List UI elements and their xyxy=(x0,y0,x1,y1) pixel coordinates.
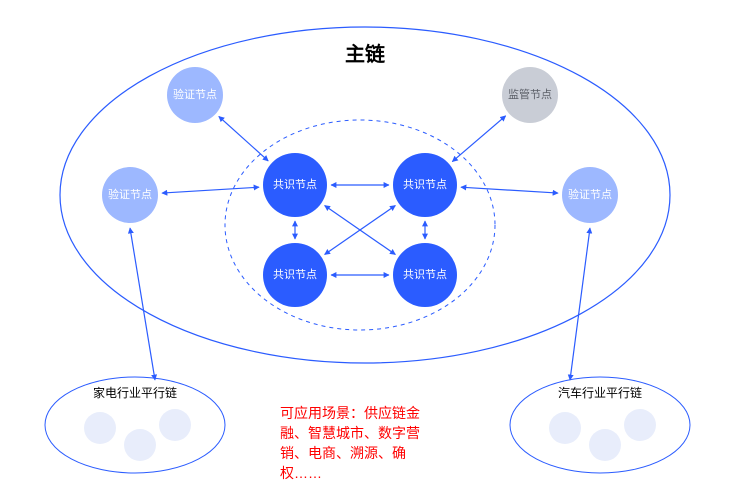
sidechain-right-dot xyxy=(589,429,621,461)
edge xyxy=(219,116,268,161)
supervise-node-label: 监管节点 xyxy=(508,87,552,101)
sidechain-right-label: 汽车行业平行链 xyxy=(558,385,642,400)
consensus-ellipse xyxy=(225,120,495,330)
consensus-node-label: 共识节点 xyxy=(273,268,317,281)
sidechain-left-dot xyxy=(84,412,116,444)
consensus-node-label: 共识节点 xyxy=(403,178,447,191)
sidechain-left-dot xyxy=(124,429,156,461)
consensus-node-label: 共识节点 xyxy=(273,178,317,191)
sidechain-left-label: 家电行业平行链 xyxy=(93,385,177,400)
verify-node-label: 验证节点 xyxy=(568,187,612,201)
diagram-canvas: 主链共识节点共识节点共识节点共识节点验证节点验证节点验证节点监管节点家电行业平行… xyxy=(0,0,731,500)
edge-to-sidechain xyxy=(570,228,590,380)
edge xyxy=(452,116,505,162)
verify-node-label: 验证节点 xyxy=(108,187,152,201)
sidechain-left-dot xyxy=(159,409,191,441)
edge xyxy=(162,187,259,193)
sidechain-right-dot xyxy=(549,412,581,444)
edge xyxy=(461,187,558,193)
main-chain-title: 主链 xyxy=(345,42,386,66)
verify-node-label: 验证节点 xyxy=(173,87,217,101)
caption-text: 可应用场景：供应链金融、智慧城市、数字营销、电商、溯源、确权…… xyxy=(280,405,420,481)
sidechain-right-dot xyxy=(624,409,656,441)
consensus-node-label: 共识节点 xyxy=(403,268,447,281)
